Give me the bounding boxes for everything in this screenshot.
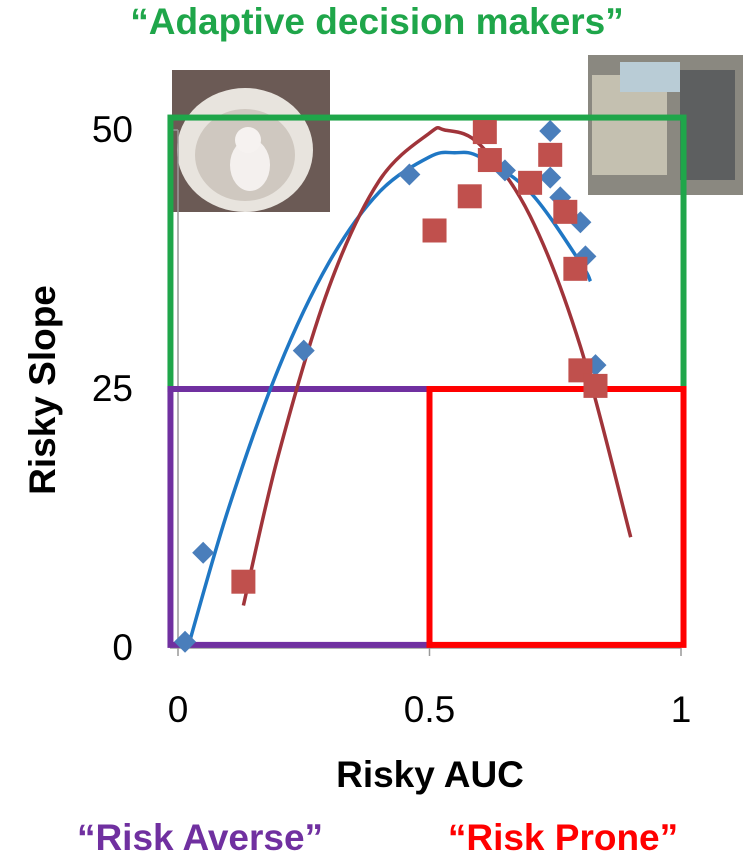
square-point: [538, 142, 563, 167]
diamond-point: [192, 541, 215, 564]
diamond-point: [539, 166, 562, 189]
diamond-point: [174, 630, 197, 653]
x-tick-label: 0.5: [404, 689, 455, 730]
region-label: “Adaptive decision makers”: [130, 1, 624, 42]
square-point: [422, 218, 447, 243]
x-tick-label: 1: [671, 689, 692, 730]
square-point: [457, 184, 482, 209]
y-tick-label: 25: [92, 368, 133, 409]
photo-rat-in-bucket: [172, 70, 330, 212]
square-point: [472, 120, 497, 145]
region-label: “Risk Prone”: [448, 817, 678, 858]
photo-apparatus: [588, 55, 743, 195]
square-point: [231, 569, 256, 594]
y-axis-title: Risky Slope: [22, 285, 63, 495]
square-point: [583, 373, 608, 398]
diamond-point: [539, 120, 562, 143]
square-point: [553, 199, 578, 224]
region-label: “Risk Averse”: [77, 817, 323, 858]
x-axis-title: Risky AUC: [336, 754, 524, 795]
y-tick-label: 50: [92, 109, 133, 150]
region-box: [167, 386, 433, 648]
trendline: [241, 125, 633, 606]
diamond-point: [398, 163, 421, 186]
region-box: [426, 386, 687, 648]
x-tick-label: 0: [168, 689, 189, 730]
square-point: [477, 148, 502, 173]
y-tick-label: 0: [112, 627, 133, 668]
diamond-point: [292, 339, 315, 362]
square-point: [563, 256, 588, 281]
square-point: [518, 170, 543, 195]
